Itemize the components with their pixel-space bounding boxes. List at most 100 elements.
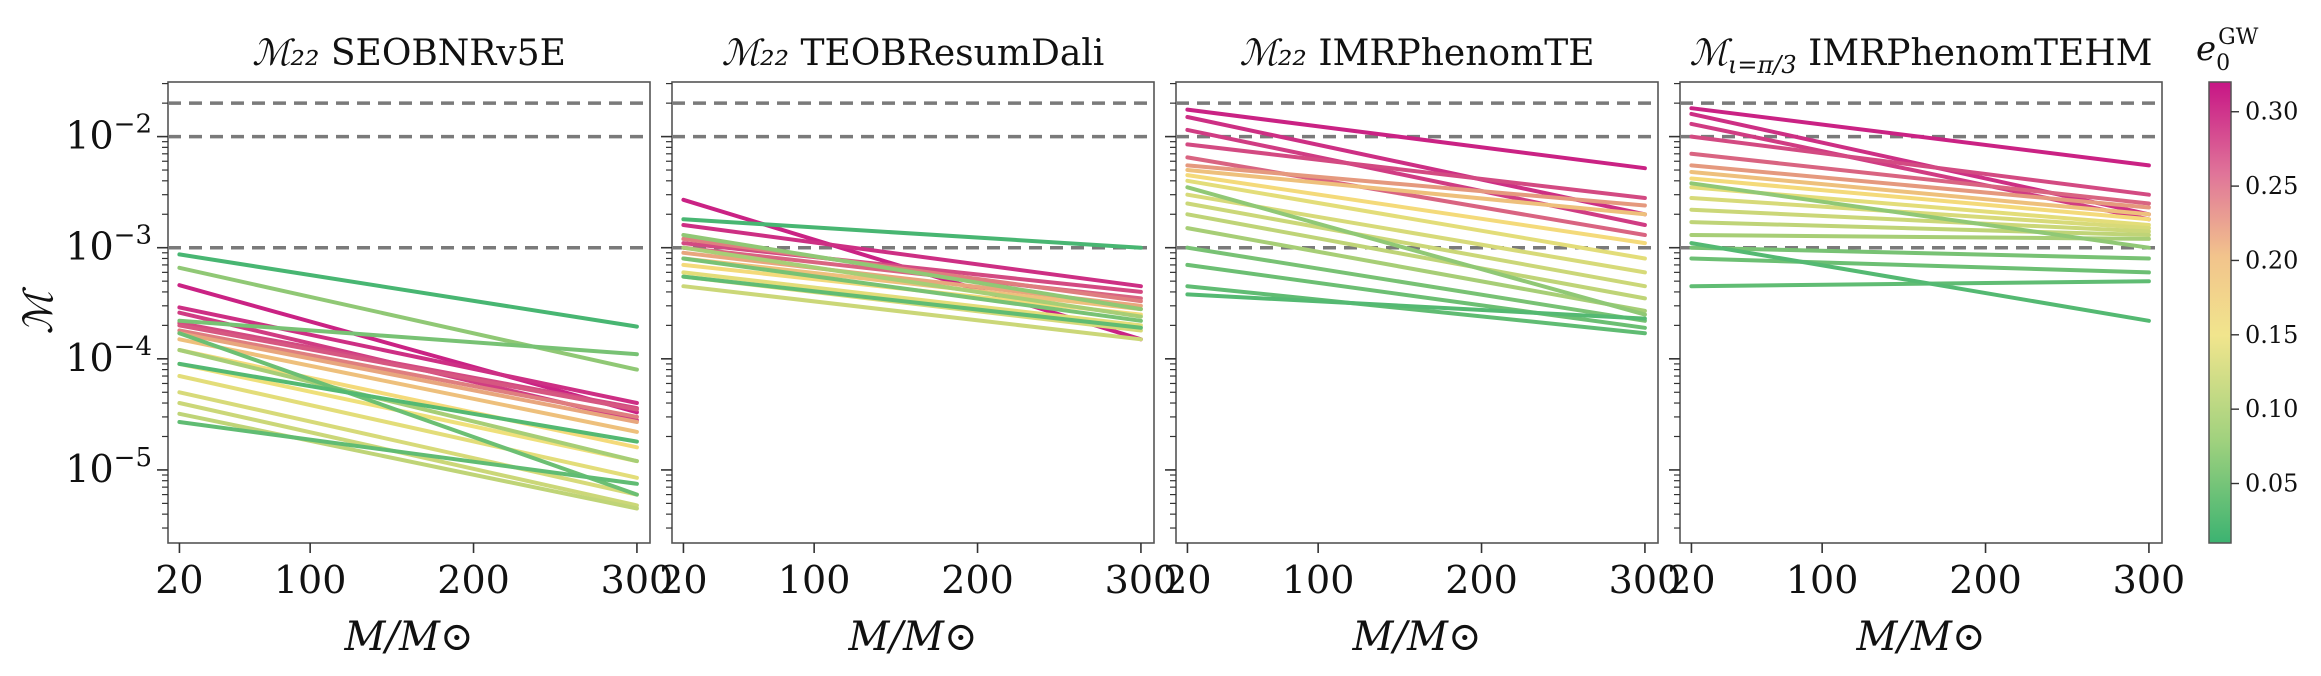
series-line [177, 411, 639, 511]
x-tick-label: 300 [2113, 558, 2186, 602]
series-line [1689, 170, 2151, 217]
colorbar-tick-label: 0.30 [2245, 98, 2298, 126]
y-tick-label: 10−4 [65, 332, 152, 380]
series-line [681, 284, 1143, 342]
series-line [177, 331, 639, 424]
x-tick-label: 300 [1105, 558, 1178, 602]
x-axis-label: M/M⊙ [1352, 614, 1482, 660]
x-tick-label: 20 [659, 558, 707, 602]
series-line [1689, 196, 2151, 231]
series-line [177, 318, 639, 357]
y-tick-label: 10−2 [65, 110, 152, 158]
panel-title: ℳ₂₂ TEOBResumDali [722, 33, 1105, 74]
plot-frame [1175, 81, 1659, 544]
series-line [1689, 163, 2151, 210]
series-line [1689, 176, 2151, 222]
x-tick-label: 100 [274, 558, 347, 602]
series-line [1689, 151, 2151, 206]
series-line [681, 223, 1143, 289]
x-tick-label: 300 [1609, 558, 1682, 602]
series-line [1185, 163, 1647, 208]
series-line [681, 270, 1143, 328]
x-tick-label: 200 [1445, 558, 1518, 602]
x-tick-label: 200 [1949, 558, 2022, 602]
y-tick-label: 10−3 [65, 221, 152, 269]
series-line [177, 374, 639, 480]
x-tick-label: 20 [1667, 558, 1715, 602]
x-tick-label: 100 [778, 558, 851, 602]
panel-title: ℳ₂₂ IMRPhenomTE [1240, 33, 1595, 74]
series-line [1185, 292, 1647, 321]
series-line [1185, 173, 1647, 246]
series-line [177, 305, 639, 405]
plot-frame [167, 81, 651, 544]
colorbar-tick-label: 0.10 [2245, 395, 2298, 423]
series-line [177, 252, 639, 329]
panel-title: ℳι=π/3 IMRPhenomTEHM [1689, 33, 2152, 79]
series-line [1185, 107, 1647, 171]
series-line [1689, 207, 2151, 234]
series-line [1689, 134, 2151, 197]
series-line [1185, 127, 1647, 227]
series-line [1185, 178, 1647, 261]
x-tick-label: 20 [1163, 558, 1211, 602]
series-line [1185, 201, 1647, 289]
colorbar-title: e0GW [2196, 25, 2259, 76]
series-line [177, 420, 639, 486]
colorbar-tick-label: 0.05 [2245, 470, 2298, 498]
colorbar-tick-label: 0.15 [2245, 321, 2298, 349]
series-line [177, 361, 639, 444]
x-tick-label: 200 [437, 558, 510, 602]
series-line [1185, 185, 1647, 317]
series-line [1689, 220, 2151, 237]
panel-4: 20 100 200 300 ℳι=π/3 IMRPhenomTEHM M/M⊙ [1667, 33, 2185, 660]
series-line [1689, 181, 2151, 250]
series-line [177, 337, 639, 434]
x-axis-label: M/M⊙ [344, 614, 474, 660]
series-line [1185, 212, 1647, 301]
x-axis-label: M/M⊙ [1856, 614, 1986, 660]
x-axis-label: M/M⊙ [848, 614, 978, 660]
series-line [681, 274, 1143, 330]
x-tick-label: 100 [1282, 558, 1355, 602]
series-line [681, 256, 1143, 323]
series-line [177, 390, 639, 497]
y-axis-label: ℳ [16, 286, 62, 334]
x-tick-label: 100 [1786, 558, 1859, 602]
series-line [1185, 284, 1647, 336]
x-tick-label: 20 [155, 558, 203, 602]
series-line [1689, 245, 2151, 261]
series-line [177, 331, 639, 497]
panel-1: 20 100 200 300 10−5 10−4 10−3 10−2 ℳ₂₂ SEOBNRv5E… [65, 33, 673, 660]
series-line [177, 348, 639, 464]
plot-frame [671, 81, 1155, 544]
colorbar-tick-label: 0.25 [2245, 172, 2298, 200]
series-line [681, 217, 1143, 250]
x-tick-label: 200 [941, 558, 1014, 602]
series-line [1689, 121, 2151, 222]
series-line [1185, 142, 1647, 200]
series-line [1689, 256, 2151, 275]
series-line [1185, 168, 1647, 217]
series-line [177, 348, 639, 450]
series-line [1185, 262, 1647, 330]
panel-2: 20 100 200 300 ℳ₂₂ TEOBResumDali M/M⊙ [659, 33, 1177, 660]
x-tick-label: 300 [601, 558, 674, 602]
panel-3: 20 100 200 300 ℳ₂₂ IMRPhenomTE M/M⊙ [1163, 33, 1681, 660]
series-line [681, 245, 1143, 319]
series-line [1689, 241, 2151, 323]
series-line [177, 283, 639, 415]
colorbar-gradient [2208, 81, 2232, 544]
series-line [1185, 245, 1647, 323]
series-line [177, 323, 639, 412]
series-line [177, 265, 639, 372]
panel-title: ℳ₂₂ SEOBNRv5E [252, 33, 566, 74]
series-line [681, 233, 1143, 312]
series-line [177, 328, 639, 419]
y-tick-label: 10−5 [65, 443, 152, 491]
series-line [1185, 155, 1647, 237]
colorbar: 0.05 0.10 0.15 0.20 0.25 0.30 e0GW [2196, 25, 2298, 544]
plot-frame [1679, 81, 2163, 544]
series-line [1689, 106, 2151, 168]
